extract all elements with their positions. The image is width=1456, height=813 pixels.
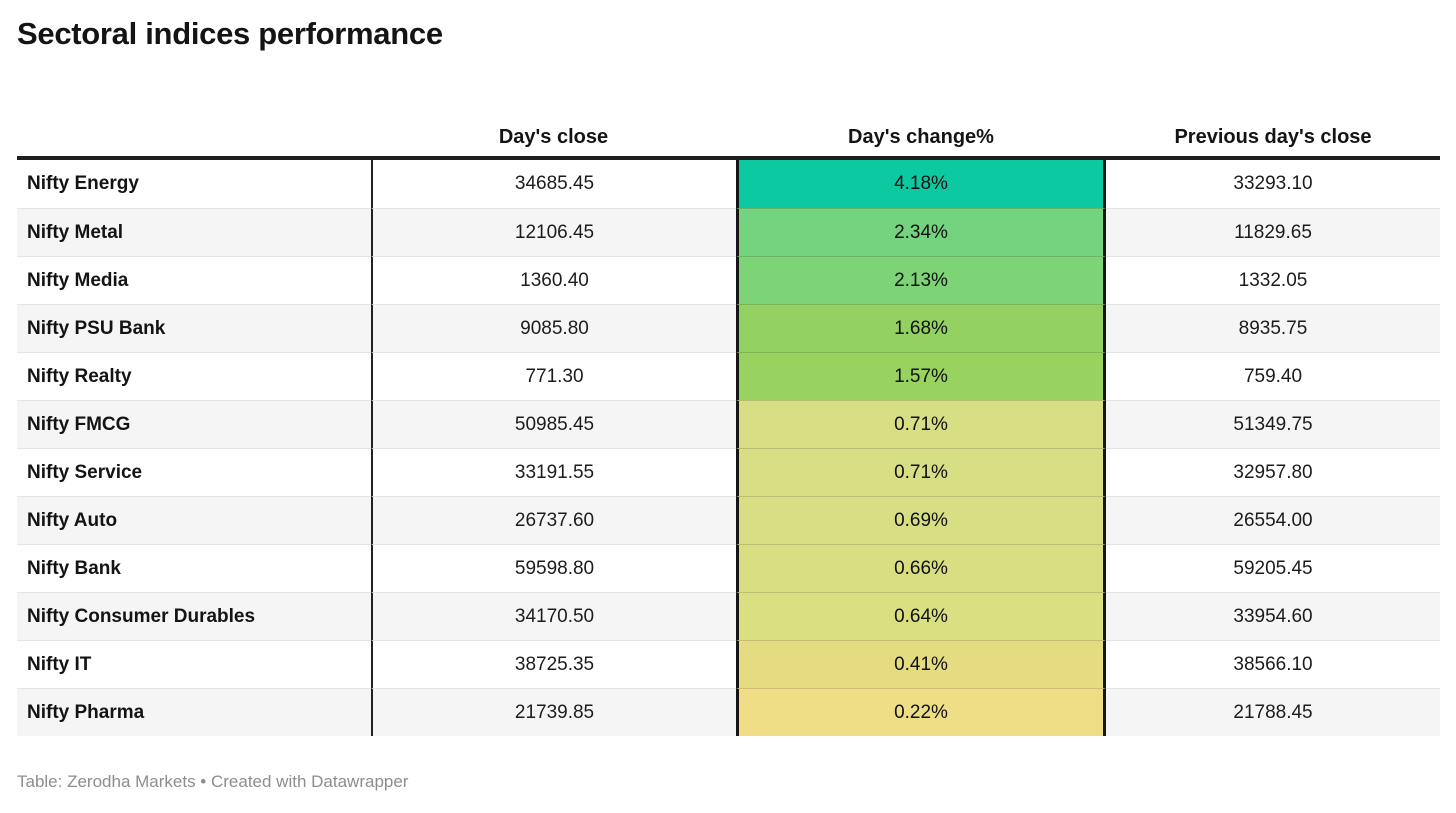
table-row: Nifty Energy 34685.45 4.18% 33293.10	[17, 160, 1440, 208]
days-change-heatmap-cell: 1.68%	[736, 304, 1106, 352]
row-index-label: Nifty Realty	[17, 352, 371, 400]
table-row: Nifty Service 33191.55 0.71% 32957.80	[17, 448, 1440, 496]
table-row: Nifty Auto 26737.60 0.69% 26554.00	[17, 496, 1440, 544]
days-close-value: 26737.60	[371, 496, 736, 544]
days-close-value: 33191.55	[371, 448, 736, 496]
previous-days-close-value: 33293.10	[1106, 160, 1440, 208]
row-index-label: Nifty Metal	[17, 208, 371, 256]
table-row: Nifty Realty 771.30 1.57% 759.40	[17, 352, 1440, 400]
row-index-label: Nifty Pharma	[17, 688, 371, 736]
days-change-heatmap-cell: 0.71%	[736, 448, 1106, 496]
row-index-label: Nifty Bank	[17, 544, 371, 592]
days-close-value: 59598.80	[371, 544, 736, 592]
table-header-row: Day's close Day's change% Previous day's…	[17, 106, 1440, 160]
table-row: Nifty Metal 12106.45 2.34% 11829.65	[17, 208, 1440, 256]
table-row: Nifty Media 1360.40 2.13% 1332.05	[17, 256, 1440, 304]
row-index-label: Nifty Media	[17, 256, 371, 304]
table-footer-attribution: Table: Zerodha Markets • Created with Da…	[17, 772, 409, 791]
row-index-label: Nifty IT	[17, 640, 371, 688]
days-close-value: 38725.35	[371, 640, 736, 688]
table-row: Nifty Bank 59598.80 0.66% 59205.45	[17, 544, 1440, 592]
header-days-close: Day's close	[498, 126, 609, 148]
table-body: Nifty Energy 34685.45 4.18% 33293.10 Nif…	[17, 160, 1440, 736]
previous-days-close-value: 32957.80	[1106, 448, 1440, 496]
days-change-heatmap-cell: 2.13%	[736, 256, 1106, 304]
days-close-value: 34170.50	[371, 592, 736, 640]
previous-days-close-value: 59205.45	[1106, 544, 1440, 592]
previous-days-close-value: 26554.00	[1106, 496, 1440, 544]
header-days-change: Day's change%	[848, 126, 994, 148]
row-index-label: Nifty PSU Bank	[17, 304, 371, 352]
row-index-label: Nifty Energy	[17, 160, 371, 208]
days-close-value: 12106.45	[371, 208, 736, 256]
days-close-value: 50985.45	[371, 400, 736, 448]
days-close-value: 771.30	[371, 352, 736, 400]
sectoral-indices-table: Day's close Day's change% Previous day's…	[17, 106, 1440, 736]
days-change-heatmap-cell: 0.71%	[736, 400, 1106, 448]
days-change-heatmap-cell: 0.66%	[736, 544, 1106, 592]
days-close-value: 21739.85	[371, 688, 736, 736]
days-change-heatmap-cell: 0.69%	[736, 496, 1106, 544]
row-index-label: Nifty Consumer Durables	[17, 592, 371, 640]
table-row: Nifty FMCG 50985.45 0.71% 51349.75	[17, 400, 1440, 448]
previous-days-close-value: 759.40	[1106, 352, 1440, 400]
previous-days-close-value: 11829.65	[1106, 208, 1440, 256]
days-close-value: 9085.80	[371, 304, 736, 352]
previous-days-close-value: 21788.45	[1106, 688, 1440, 736]
previous-days-close-value: 33954.60	[1106, 592, 1440, 640]
days-change-heatmap-cell: 0.41%	[736, 640, 1106, 688]
table-row: Nifty PSU Bank 9085.80 1.68% 8935.75	[17, 304, 1440, 352]
table-row: Nifty Pharma 21739.85 0.22% 21788.45	[17, 688, 1440, 736]
previous-days-close-value: 38566.10	[1106, 640, 1440, 688]
table-row: Nifty IT 38725.35 0.41% 38566.10	[17, 640, 1440, 688]
previous-days-close-value: 51349.75	[1106, 400, 1440, 448]
days-change-heatmap-cell: 0.64%	[736, 592, 1106, 640]
days-change-heatmap-cell: 1.57%	[736, 352, 1106, 400]
days-close-value: 1360.40	[371, 256, 736, 304]
table-row: Nifty Consumer Durables 34170.50 0.64% 3…	[17, 592, 1440, 640]
page-title: Sectoral indices performance	[17, 16, 443, 51]
row-index-label: Nifty Service	[17, 448, 371, 496]
days-change-heatmap-cell: 2.34%	[736, 208, 1106, 256]
row-index-label: Nifty Auto	[17, 496, 371, 544]
header-previous-days-close: Previous day's close	[1174, 126, 1372, 148]
days-change-heatmap-cell: 4.18%	[736, 160, 1106, 208]
previous-days-close-value: 1332.05	[1106, 256, 1440, 304]
previous-days-close-value: 8935.75	[1106, 304, 1440, 352]
row-index-label: Nifty FMCG	[17, 400, 371, 448]
days-close-value: 34685.45	[371, 160, 736, 208]
days-change-heatmap-cell: 0.22%	[736, 688, 1106, 736]
